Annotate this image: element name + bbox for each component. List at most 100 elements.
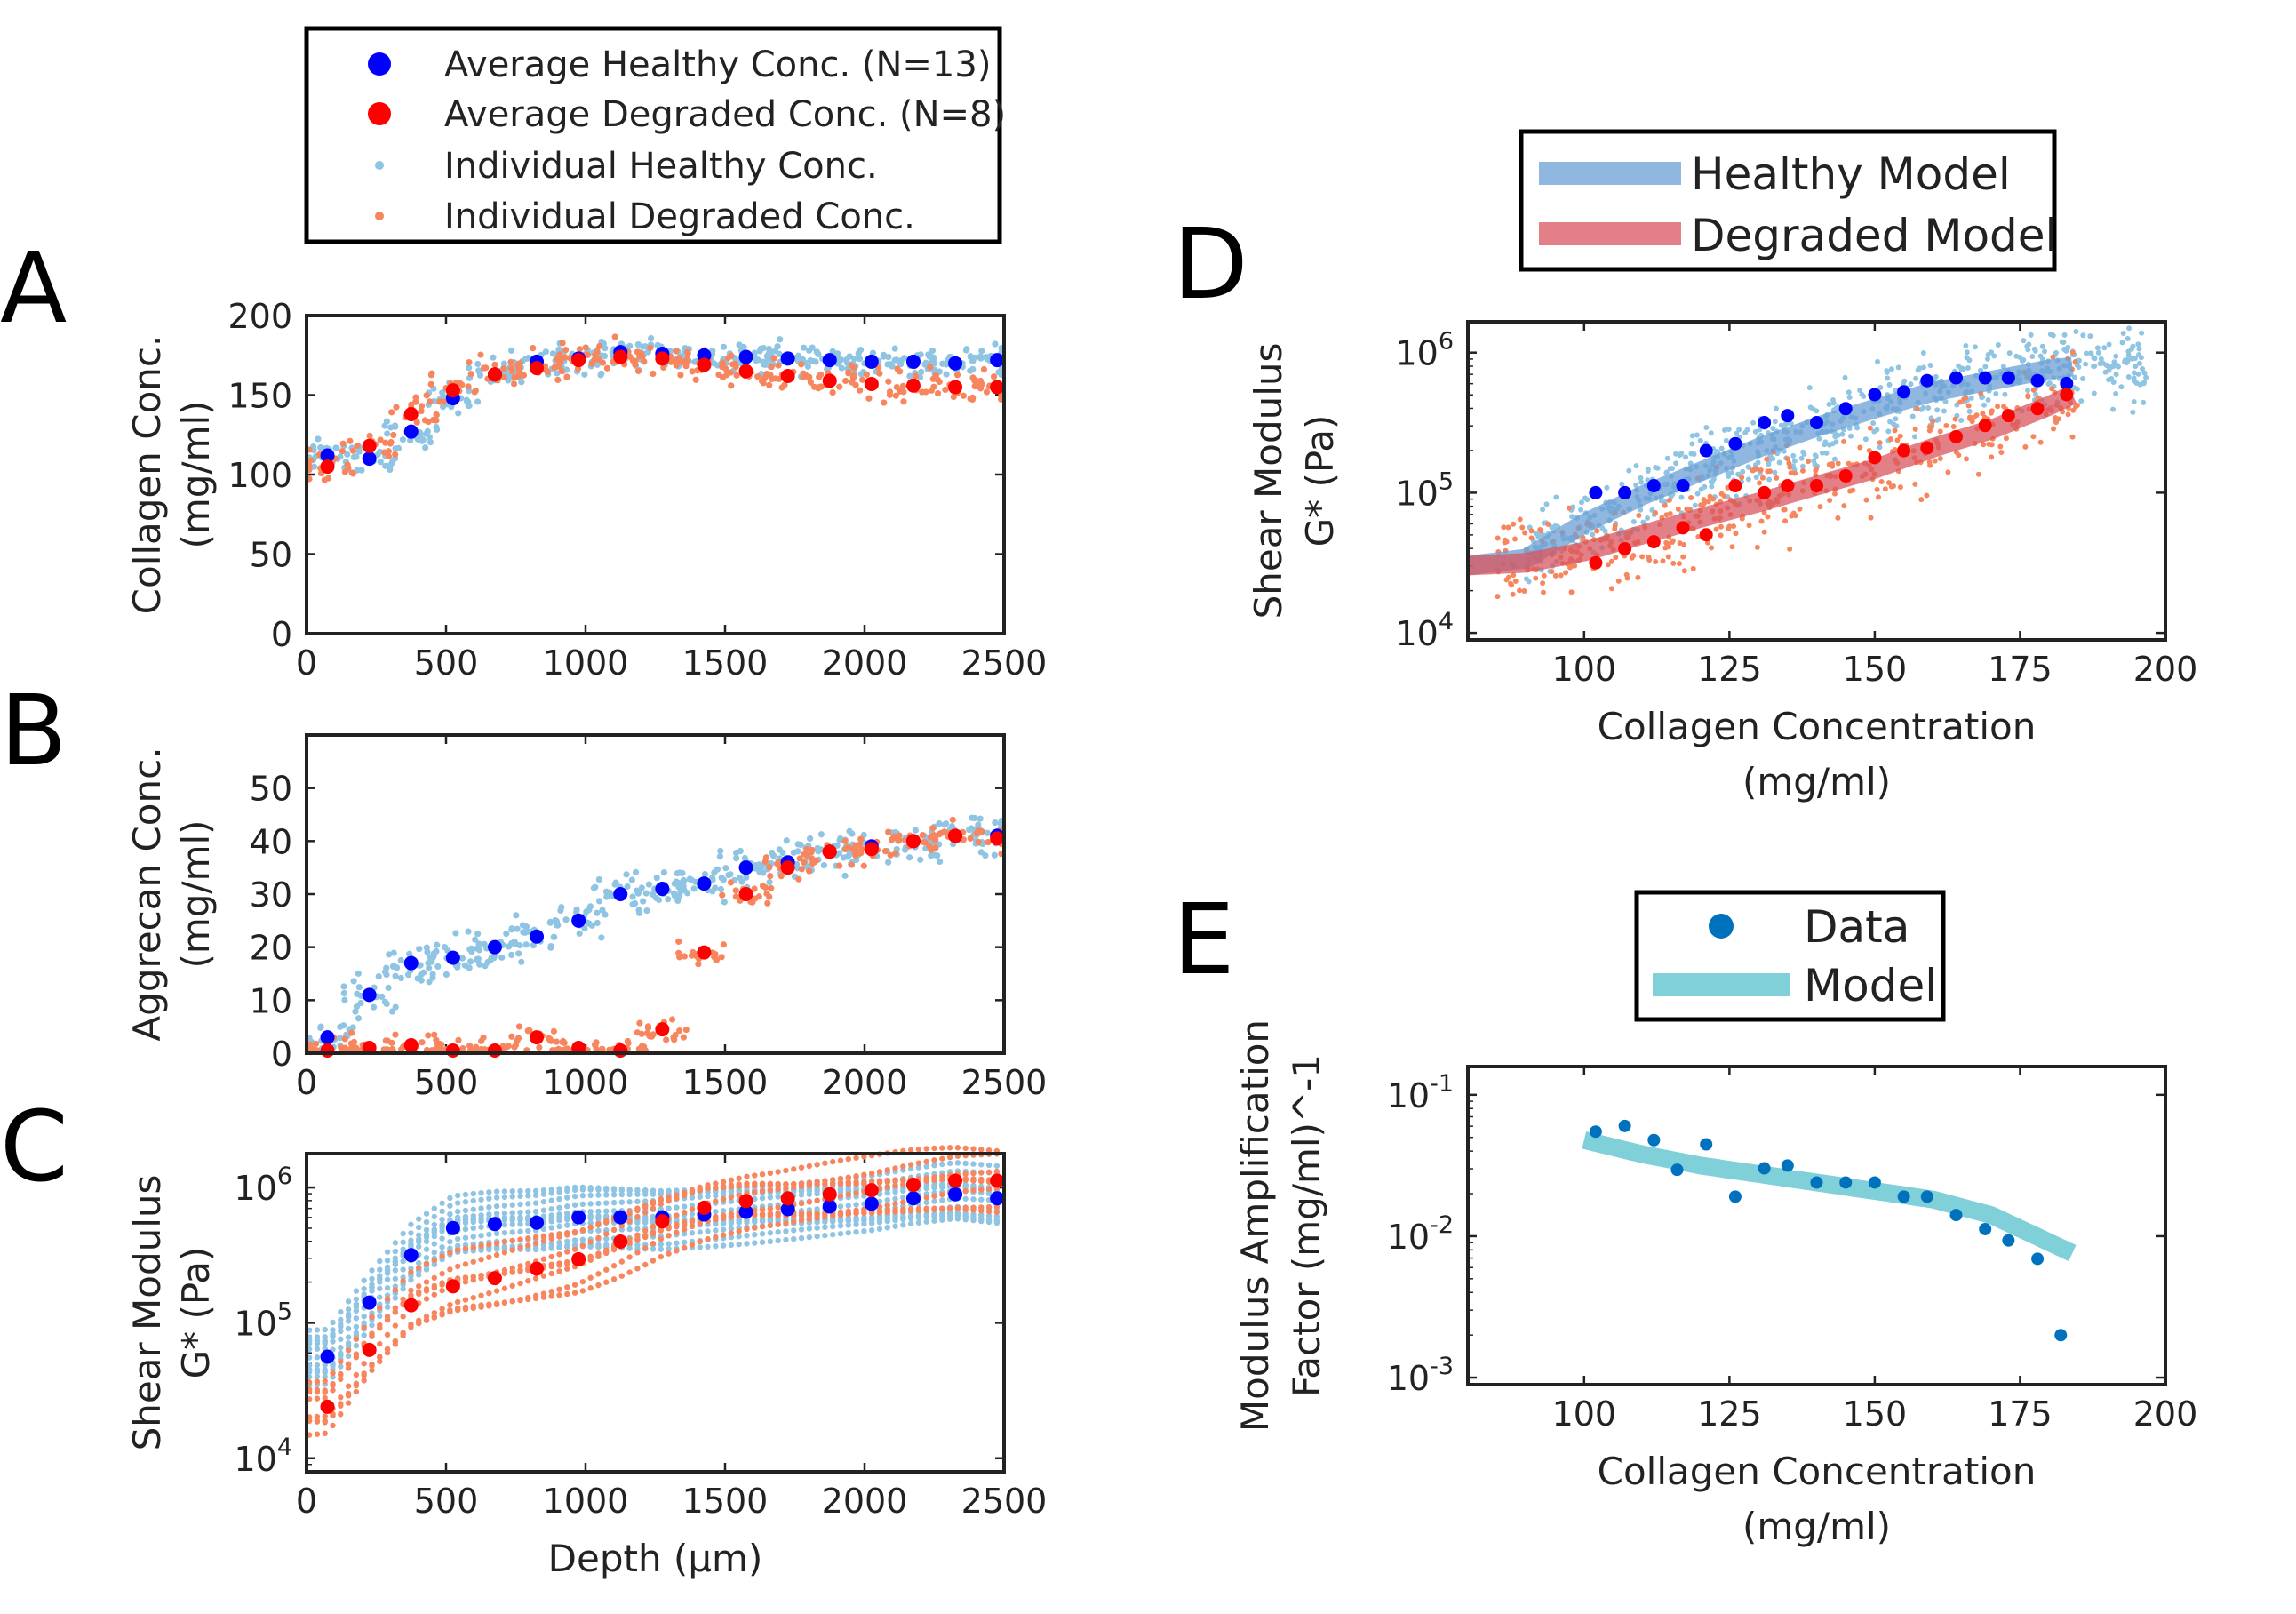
avg-degraded-point — [320, 459, 335, 475]
ind-healthy-point — [1833, 405, 1839, 411]
ind-degraded-point — [546, 1035, 554, 1043]
ind-healthy-point — [884, 859, 892, 866]
ind-healthy-point — [2039, 343, 2045, 349]
y-tick-label-c: 104 — [234, 1434, 292, 1479]
ind-degraded-point — [439, 1306, 445, 1312]
ind-healthy-point — [377, 459, 384, 466]
ind-degraded-point — [564, 1284, 570, 1290]
ind-healthy-point — [1966, 408, 1973, 414]
ind-degraded-point — [1635, 574, 1641, 580]
ind-degraded-point — [728, 1210, 735, 1218]
ind-degraded-point — [548, 1263, 554, 1270]
ind-degraded-point — [587, 1239, 594, 1245]
ind-degraded-point — [837, 1193, 844, 1199]
ind-degraded-point — [650, 1031, 657, 1038]
ind-healthy-point — [2119, 340, 2125, 346]
avg-degraded-point — [864, 376, 879, 391]
ind-degraded-point — [666, 1250, 672, 1257]
ind-healthy-point — [330, 1374, 336, 1380]
ind-healthy-point — [548, 1187, 554, 1193]
ind-degraded-point — [439, 1312, 445, 1318]
ind-healthy-point — [1776, 459, 1782, 466]
ind-degraded-point — [548, 1232, 554, 1238]
ind-degraded-point — [562, 354, 569, 361]
ind-degraded-point — [939, 1155, 945, 1162]
ind-degraded-point — [849, 373, 857, 380]
ind-healthy-point — [598, 934, 605, 941]
ind-degraded-point — [673, 362, 680, 369]
avg-healthy-point — [403, 955, 419, 971]
ind-degraded-point — [713, 1234, 719, 1241]
avg-degraded-point — [864, 842, 879, 857]
ind-healthy-point — [884, 1225, 890, 1231]
avg-degraded-point — [1699, 528, 1713, 542]
ind-healthy-point — [2006, 350, 2013, 356]
ind-degraded-point — [603, 1266, 610, 1273]
ind-degraded-point — [439, 1287, 445, 1294]
ind-degraded-point — [314, 1413, 321, 1420]
ind-healthy-point — [1633, 463, 1639, 469]
ind-degraded-point — [1501, 524, 1507, 531]
ind-degraded-point — [1969, 419, 1975, 425]
ind-degraded-point — [767, 1187, 774, 1194]
ind-degraded-point — [416, 1282, 422, 1290]
ind-healthy-point — [885, 353, 892, 361]
avg-healthy-point — [1676, 479, 1690, 493]
ind-healthy-point — [2047, 332, 2053, 338]
ind-healthy-point — [1936, 416, 1942, 422]
ind-degraded-point — [1912, 481, 1918, 487]
ind-healthy-point — [501, 1194, 508, 1201]
ind-degraded-point — [768, 375, 776, 383]
ind-degraded-point — [775, 1186, 781, 1193]
ind-degraded-point — [515, 1023, 522, 1030]
ind-degraded-point — [1681, 568, 1687, 574]
ind-degraded-point — [1788, 470, 1794, 476]
ind-healthy-point — [900, 1222, 906, 1228]
ind-degraded-point — [791, 1181, 797, 1187]
ind-healthy-point — [508, 347, 515, 354]
ind-degraded-point — [466, 358, 473, 366]
ind-degraded-point — [759, 1206, 766, 1212]
ind-degraded-point — [1662, 502, 1668, 508]
ind-healthy-point — [645, 881, 652, 888]
ind-degraded-point — [853, 1180, 859, 1187]
ind-degraded-point — [783, 1219, 789, 1226]
ind-healthy-point — [856, 356, 864, 363]
ind-healthy-point — [1887, 419, 1893, 425]
ind-degraded-point — [767, 1212, 774, 1218]
avg-degraded-point — [1728, 479, 1742, 493]
ind-healthy-point — [509, 1210, 515, 1216]
ind-healthy-point — [2091, 355, 2097, 361]
ind-healthy-point — [767, 1238, 774, 1245]
ind-degraded-point — [416, 1317, 422, 1323]
x-tick-label-b: 2500 — [961, 1063, 1048, 1102]
ind-healthy-point — [470, 1197, 476, 1204]
ind-degraded-point — [857, 835, 865, 843]
ind-healthy-point — [353, 1296, 360, 1302]
ind-healthy-point — [783, 1228, 789, 1234]
ind-healthy-point — [849, 830, 856, 837]
legend-ind-healthy-marker — [375, 161, 384, 170]
ind-healthy-point — [2021, 338, 2027, 344]
ind-healthy-point — [427, 438, 434, 446]
ind-healthy-point — [603, 1213, 610, 1219]
ind-healthy-point — [400, 1286, 406, 1292]
ind-degraded-point — [1995, 404, 2001, 410]
avg-degraded-point — [487, 367, 502, 382]
ind-degraded-point — [1750, 467, 1756, 474]
x-tick-label-b: 1500 — [682, 1063, 769, 1102]
ind-healthy-point — [340, 1022, 347, 1029]
ind-healthy-point — [1626, 467, 1632, 474]
ind-degraded-point — [392, 1338, 399, 1345]
ind-degraded-point — [1528, 528, 1535, 534]
ind-healthy-point — [1638, 475, 1644, 481]
ind-healthy-point — [525, 1214, 531, 1220]
ind-degraded-point — [392, 1322, 399, 1329]
y-axis-label-a: (mg/ml) — [174, 400, 218, 548]
ind-degraded-point — [348, 1029, 355, 1036]
ind-healthy-point — [642, 1213, 649, 1220]
ind-healthy-point — [1740, 468, 1746, 475]
ind-healthy-point — [814, 847, 822, 855]
legend-d: Healthy Model Degraded Model — [1519, 129, 2057, 272]
